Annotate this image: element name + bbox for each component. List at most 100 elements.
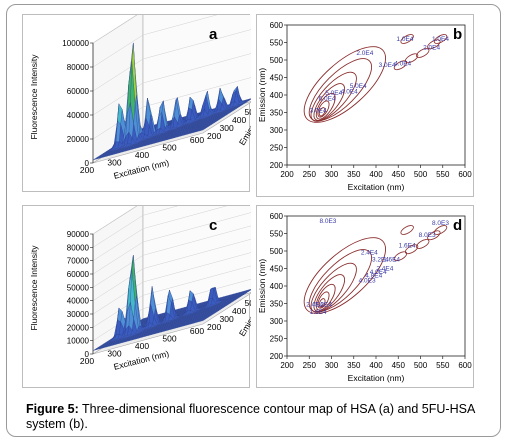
contour-label: 8.0E3 [419, 232, 436, 239]
x-tick-label: 450 [392, 170, 406, 179]
y-tick-label: 400 [232, 115, 246, 125]
contour-line [318, 107, 326, 117]
contour-line [400, 225, 414, 235]
y-axis-title: Emission (nm) [257, 68, 267, 122]
z-tick-label: 70000 [67, 257, 90, 266]
z-axis-title: Fluorescence Intensity [29, 245, 39, 331]
x-tick-label: 450 [392, 361, 406, 370]
z-tick-label: 80000 [67, 243, 90, 252]
z-tick-label: 50000 [67, 283, 90, 292]
contour-line [416, 239, 430, 249]
x-tick-label: 300 [325, 170, 339, 179]
y-tick-label: 200 [207, 131, 221, 141]
surface-chart-a: 0200004000060000800001000002003004005006… [29, 15, 252, 181]
contour-chart-d: 8.0E3 8.0E38.0E31.6E42.4E43.2E41.6E42.4E4… [257, 212, 472, 383]
y-tick-label: 350 [270, 300, 284, 309]
y-tick-label: 250 [270, 144, 284, 153]
contour-label: 2.4E4 [306, 301, 323, 308]
caption-label: Figure 5: [26, 402, 79, 416]
plot-area [286, 24, 466, 166]
surface-cell [92, 348, 98, 351]
contour-line [317, 100, 330, 118]
contour-label: 1.0E4 [396, 36, 413, 43]
x-tick-label: 500 [414, 170, 428, 179]
x-tick-label: 500 [162, 334, 176, 344]
contour-line [393, 251, 408, 262]
contour-label: 2.0E4 [356, 50, 373, 57]
x-tick-label: 200 [280, 170, 294, 179]
z-tick-label: 0 [85, 159, 90, 168]
y-tick-label: 550 [270, 39, 284, 48]
x-tick-label: 200 [80, 356, 94, 366]
y-axis-title: Emission (nm) [257, 259, 267, 313]
contour-label: 2.4E4 [376, 265, 393, 272]
contour-line [310, 71, 357, 122]
contour-label: 4.8E4 [365, 272, 382, 279]
x-tick-label: 350 [347, 361, 361, 370]
y-tick-label: 450 [270, 74, 284, 83]
grid-line-z [92, 265, 251, 328]
contour-label: 4.0E4 [341, 88, 358, 95]
x-tick-label: 600 [458, 170, 472, 179]
grid-line-z [92, 225, 251, 288]
y-tick-label: 300 [220, 123, 234, 133]
x-tick-label: 500 [162, 143, 176, 153]
y-tick-label: 600 [270, 212, 284, 221]
z-tick-label: 0 [85, 350, 90, 359]
y-tick-label: 300 [270, 126, 284, 135]
z-axis-title: Fluorescence Intensity [29, 54, 39, 140]
surface-cell [92, 158, 98, 161]
x-tick-label: 400 [135, 341, 149, 351]
panel-label: a [209, 26, 218, 43]
surface-chart-c: 0 10000 20000 30000 40000 50000 60000 70000 8000… [29, 206, 251, 372]
contour-line [433, 34, 448, 44]
grid-line-z [92, 206, 138, 235]
contour-label: 3.2E4 [315, 301, 332, 308]
contour-label: 3.0E4 [379, 62, 396, 69]
z-tick-label: 30000 [67, 310, 90, 319]
contour-line [313, 83, 346, 121]
contour-label: 4.0E4 [370, 269, 387, 276]
y-tick-label: 400 [270, 91, 284, 100]
contour-label: 2.0E4 [423, 45, 440, 52]
x-tick-label: 400 [369, 361, 383, 370]
x-tick-label: 250 [303, 361, 317, 370]
contour-label: 4.0E3 [359, 278, 376, 285]
x-tick-label: 300 [107, 158, 121, 168]
y-tick-label: 500 [245, 107, 252, 117]
contour-line [310, 262, 357, 313]
contour-label: 3.2E4 [372, 257, 389, 264]
contour-label: 1.6E4 [310, 309, 327, 316]
panel-b: 1.0E4 1.0E4 2.0E4 2.0E4 3.0E4 4.0E4 5.0E4 4.0E4… [256, 14, 474, 197]
contour-label: 2.4E4 [361, 250, 378, 257]
z-tick-label: 100000 [62, 39, 89, 48]
contour-line [318, 298, 326, 308]
plot-area [286, 215, 466, 357]
grid-line-z [92, 206, 228, 261]
grid-line-z [92, 77, 251, 140]
z-tick-label: 80000 [67, 63, 90, 72]
x-tick-label: 550 [436, 170, 450, 179]
grid-line-z [92, 252, 251, 315]
x-tick-label: 200 [80, 165, 94, 175]
panel-a: 0 20000 40000 60000 80000 100000 200 300 400 500 6… [22, 14, 252, 192]
y-tick-label: 300 [270, 317, 284, 326]
x-tick-label: 500 [414, 361, 428, 370]
grid-line-z [92, 206, 179, 248]
y-tick-label: 400 [232, 306, 246, 316]
contour-line [315, 92, 336, 120]
y-tick-label: 200 [207, 322, 221, 332]
x-tick-label: 600 [458, 361, 472, 370]
panel-label: c [209, 217, 217, 234]
x-tick-label: 550 [436, 361, 450, 370]
x-axis-title: Excitation (nm) [348, 182, 405, 192]
z-tick-label: 20000 [67, 135, 90, 144]
z-tick-label: 20000 [67, 323, 90, 332]
grid-line-z [92, 278, 251, 341]
y-tick-label: 200 [270, 161, 284, 170]
grid-line-z [92, 15, 138, 44]
contour-line [427, 230, 441, 241]
contour-label: 8.0E3 [319, 218, 336, 225]
x-tick-label: 300 [107, 349, 121, 359]
contour-line [315, 283, 336, 311]
